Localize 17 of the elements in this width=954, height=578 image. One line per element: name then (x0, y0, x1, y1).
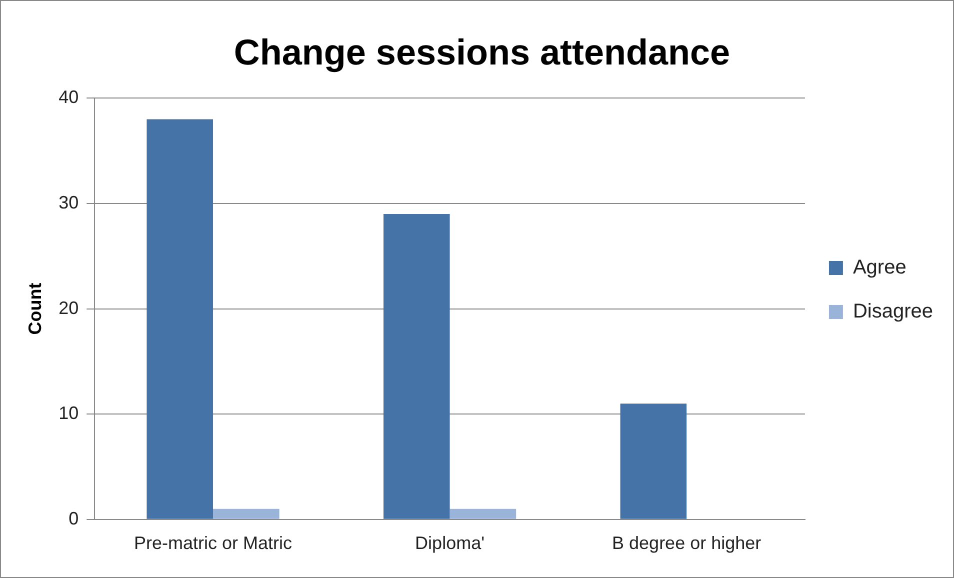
x-tick-label: B degree or higher (612, 533, 762, 554)
y-tick-label: 10 (58, 403, 79, 424)
bar (146, 119, 214, 519)
y-tick-label: 20 (58, 298, 79, 318)
x-tick-label: Diploma' (415, 533, 485, 554)
y-tick-label: 0 (68, 508, 79, 528)
legend-label: Agree (852, 256, 906, 279)
y-tick-label: 40 (58, 87, 79, 108)
y-tick-label: 30 (58, 192, 79, 212)
bar (620, 404, 687, 519)
legend-label: Disagree (852, 300, 934, 323)
bar (450, 508, 516, 519)
y-axis-title: Count (24, 282, 45, 335)
bar (213, 508, 280, 519)
x-tick-label: Pre-matric or Matric (134, 533, 292, 554)
bar (383, 214, 450, 519)
chart-title: Change sessions attendance (234, 32, 730, 73)
